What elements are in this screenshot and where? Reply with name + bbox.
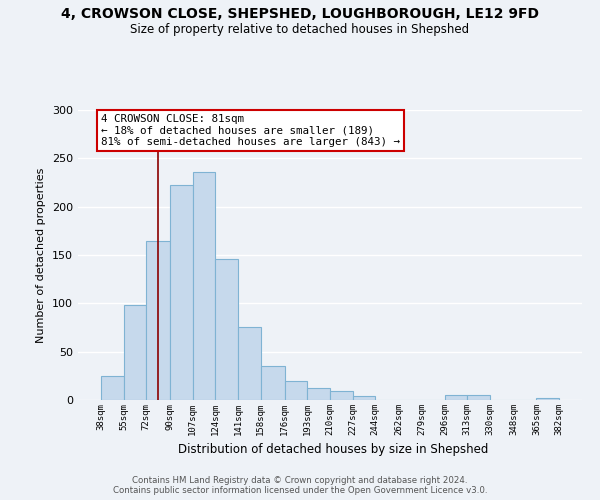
- Bar: [170, 186, 193, 400]
- Bar: [124, 306, 146, 400]
- Y-axis label: Number of detached properties: Number of detached properties: [37, 168, 46, 342]
- Bar: [261, 366, 285, 400]
- Bar: [101, 376, 124, 400]
- Bar: [307, 388, 330, 400]
- Bar: [238, 326, 261, 400]
- Bar: [353, 396, 375, 400]
- Bar: [536, 398, 559, 400]
- Text: 4 CROWSON CLOSE: 81sqm
← 18% of detached houses are smaller (189)
81% of semi-de: 4 CROWSON CLOSE: 81sqm ← 18% of detached…: [101, 114, 400, 147]
- Text: Size of property relative to detached houses in Shepshed: Size of property relative to detached ho…: [130, 22, 470, 36]
- Text: Contains HM Land Registry data © Crown copyright and database right 2024.
Contai: Contains HM Land Registry data © Crown c…: [113, 476, 487, 495]
- Bar: [146, 240, 170, 400]
- Bar: [445, 395, 467, 400]
- Bar: [467, 395, 490, 400]
- Bar: [215, 259, 238, 400]
- Text: Distribution of detached houses by size in Shepshed: Distribution of detached houses by size …: [178, 442, 488, 456]
- Bar: [285, 380, 307, 400]
- Bar: [330, 392, 353, 400]
- Bar: [193, 172, 215, 400]
- Text: 4, CROWSON CLOSE, SHEPSHED, LOUGHBOROUGH, LE12 9FD: 4, CROWSON CLOSE, SHEPSHED, LOUGHBOROUGH…: [61, 8, 539, 22]
